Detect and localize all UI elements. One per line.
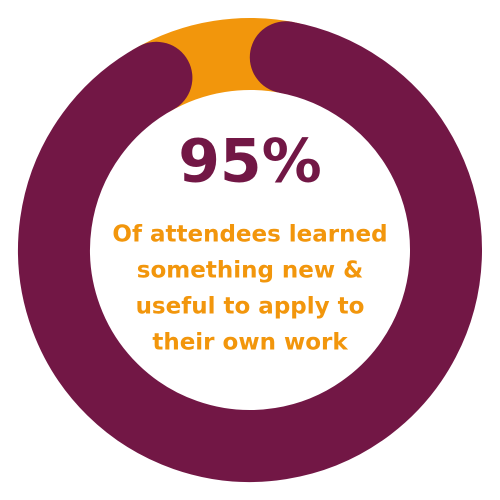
caption-line: their own work — [152, 330, 348, 356]
value-label: 95% — [178, 127, 322, 197]
caption-line: useful to apply to — [136, 294, 365, 320]
donut-segment — [18, 21, 482, 482]
caption-line: something new & — [137, 258, 363, 284]
caption-line: Of attendees learned — [112, 222, 387, 248]
